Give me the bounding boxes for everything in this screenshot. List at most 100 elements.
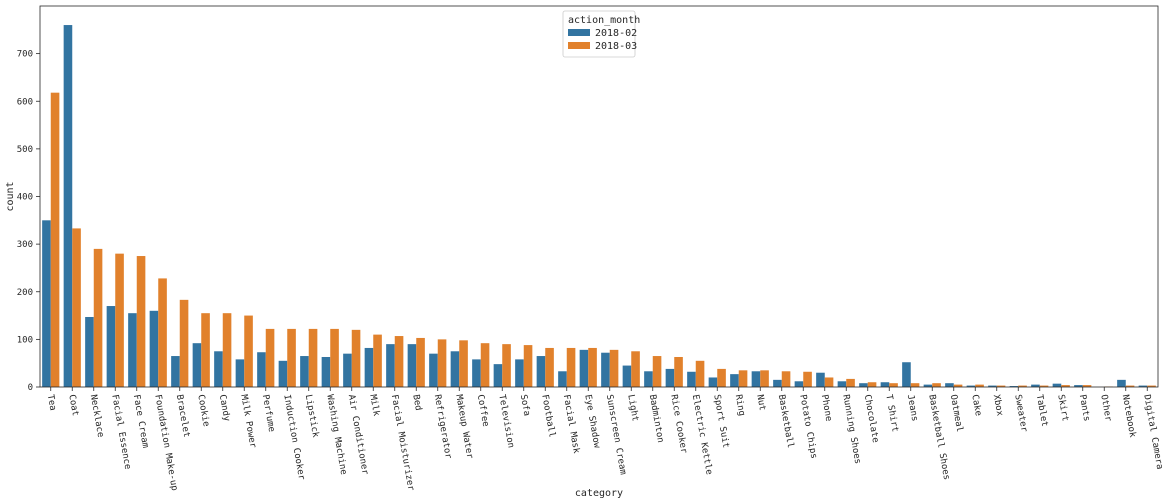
bar-2018-02-badminton [644, 371, 653, 387]
bar-2018-03-skirt [1061, 385, 1070, 387]
x-tick-label: Refrigerator [432, 394, 453, 460]
bar-2018-03-basketball [781, 371, 791, 387]
bar-2018-03-refrigerator [437, 339, 447, 387]
x-tick-label: Sofa [518, 394, 532, 417]
bar-2018-03-light [631, 351, 640, 387]
bar-2018-02-sunscreen-cream [601, 352, 610, 387]
x-tick-label: Phone [819, 394, 834, 422]
bar-2018-02-basketball-shoes [923, 384, 933, 387]
bar-2018-03-milk-power [244, 315, 253, 387]
bar-2018-02-skirt [1052, 383, 1062, 387]
bar-2018-03-running-shoes [846, 378, 855, 387]
bar-2018-03-induction-cooker [287, 328, 296, 387]
x-tick-label: Jeans [905, 394, 920, 422]
bar-2018-03-digital-camera [1147, 385, 1156, 387]
x-tick-label: Candy [217, 394, 232, 423]
bar-2018-03-xbox [996, 385, 1006, 387]
x-tick-label: Coat [66, 394, 80, 417]
y-tick-label: 300 [17, 240, 33, 250]
x-tick-label: Sunscreen Cream [604, 394, 628, 476]
bar-2018-02-potato-chips [794, 381, 804, 387]
bar-2018-02-face-cream [128, 313, 137, 387]
bar-2018-03-facial-essence [115, 253, 124, 387]
legend-swatch-2018-02 [568, 29, 590, 36]
bar-2018-02-makeup-water [450, 351, 460, 387]
bar-2018-02-cookie [192, 343, 202, 387]
bar-2018-03-cookie [201, 313, 210, 387]
bar-2018-02-basketball [773, 379, 782, 387]
x-tick-label: Pants [1077, 394, 1092, 422]
bar-2018-03-bed [416, 337, 425, 387]
bar-2018-03-t-shirt [889, 383, 898, 387]
x-tick-label: T Shirt [883, 394, 899, 433]
x-tick-label: Television [496, 394, 515, 449]
x-tick-label: Oatmeal [948, 394, 964, 433]
bar-2018-02-cake [966, 385, 976, 387]
y-tick-label: 200 [17, 288, 33, 298]
y-tick-label: 700 [17, 50, 33, 60]
legend-label-2018-03: 2018-03 [595, 41, 637, 52]
x-axis-label: category [575, 488, 623, 499]
bar-2018-02-facial-essence [106, 306, 116, 387]
bar-2018-02-sweater [1009, 386, 1019, 387]
x-tick-label: Bracelet [174, 394, 191, 438]
bar-2018-03-lipstick [308, 328, 318, 387]
bar-2018-03-rice-cooker [674, 356, 683, 387]
x-tick-label: Sweater [1012, 394, 1029, 434]
bar-2018-03-sweater [1018, 385, 1027, 387]
bar-2018-02-coffee [472, 359, 481, 387]
bar-2018-02-light [622, 365, 632, 387]
x-tick-label: Skirt [1055, 394, 1070, 422]
legend-swatch-2018-03 [568, 42, 590, 49]
bar-2018-02-notebook [1117, 379, 1126, 387]
bar-2018-03-cake [975, 384, 984, 387]
x-tick-label: Light [625, 394, 640, 422]
bar-2018-03-television [502, 344, 511, 387]
bar-2018-03-pants [1082, 385, 1092, 387]
bar-2018-02-jeans [902, 362, 911, 387]
legend: action_month 2018-02 2018-03 [562, 10, 640, 58]
x-tick-label: Cookie [195, 394, 210, 428]
y-axis: 0 100 200 300 400 500 600 700 [17, 50, 40, 393]
x-tick-label: Ring [733, 394, 747, 417]
bar-2018-03-chocolate [867, 382, 877, 387]
x-tick-label: Digital Camera [1141, 394, 1164, 470]
y-tick-label: 500 [17, 145, 33, 155]
bar-2018-03-perfume [265, 328, 275, 387]
x-tick-label: Rice Cooker [668, 394, 688, 455]
bar-2018-03-basketball-shoes [932, 383, 941, 387]
x-tick-label: Nut [754, 394, 767, 412]
bar-2018-03-face-cream [136, 256, 146, 387]
bar-2018-02-chocolate [859, 383, 868, 387]
x-tick-label: Bed [410, 394, 423, 412]
x-tick-label: Badminton [647, 394, 665, 444]
bar-2018-02-phone [816, 372, 825, 387]
bar-2018-03-coat [72, 228, 81, 387]
bars-group [42, 25, 1156, 388]
bar-2018-02-sport-suit [708, 377, 718, 387]
bar-2018-02-facial-moisturizer [386, 344, 395, 387]
y-tick-label: 100 [17, 335, 33, 345]
x-tick-label: Facial Moisturizer [389, 394, 416, 492]
bar-2018-03-tablet [1039, 385, 1049, 387]
y-axis-label: count [5, 181, 16, 211]
bar-2018-03-facial-moisturizer [394, 336, 404, 387]
bar-2018-02-candy [214, 351, 223, 387]
bar-2018-02-refrigerator [429, 353, 438, 387]
bar-2018-03-makeup-water [459, 340, 468, 387]
bar-2018-02-football [536, 356, 546, 387]
x-tick-label: Tablet [1034, 394, 1049, 428]
bar-2018-02-foundation-make-up [149, 310, 159, 387]
x-tick-label: Air Conditioner [346, 394, 370, 476]
bar-2018-03-phone [824, 377, 834, 387]
bar-2018-02-facial-mask [558, 371, 567, 387]
bar-2018-02-perfume [257, 352, 266, 387]
bar-2018-03-tea [50, 92, 60, 388]
x-tick-label: Chocolate [862, 394, 880, 444]
x-tick-label: Milk [367, 394, 381, 418]
bar-2018-03-badminton [652, 356, 662, 387]
x-tick-label: Sport Suit [711, 394, 730, 449]
bar-2018-02-bracelet [171, 356, 180, 387]
bar-2018-03-football [545, 347, 554, 387]
